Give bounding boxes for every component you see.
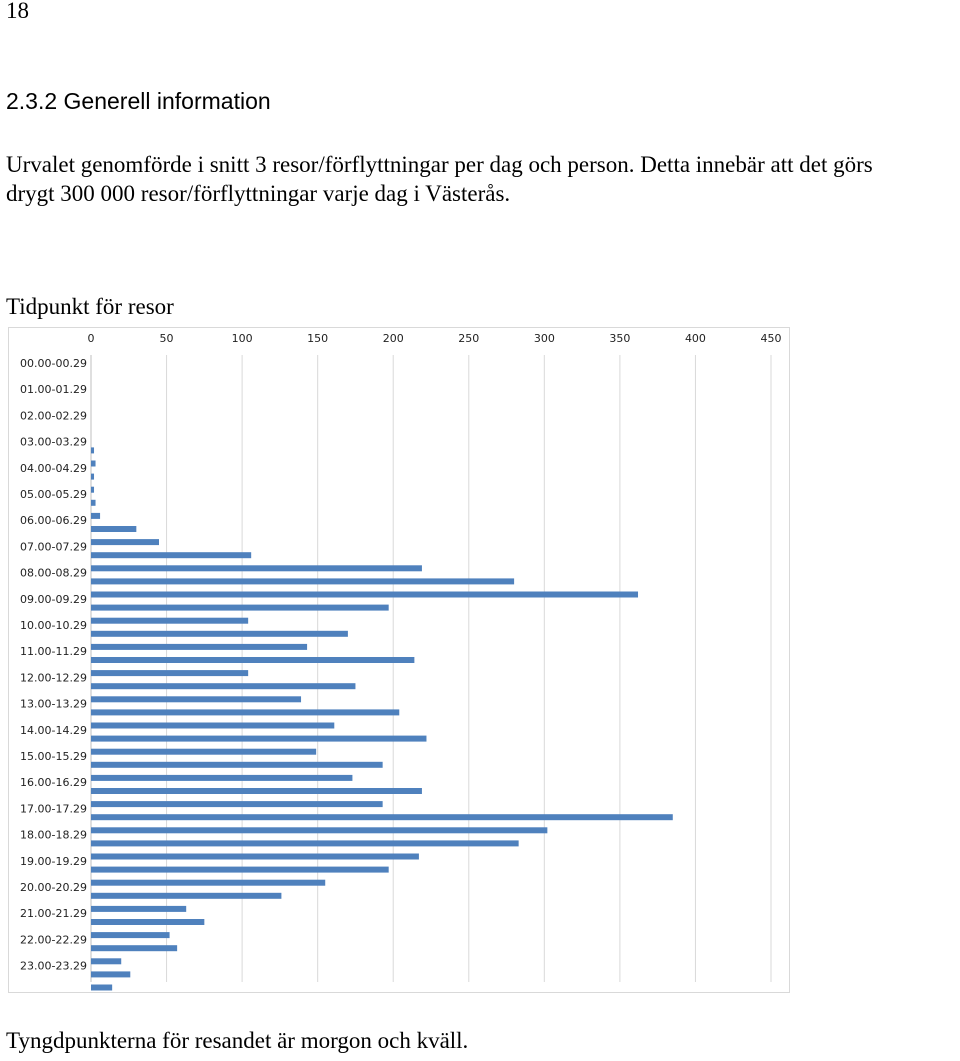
x-tick-label: 400 <box>685 332 706 345</box>
category-label: 10.00-10.29 <box>20 619 87 632</box>
category-label: 22.00-22.29 <box>20 933 87 946</box>
category-label: 07.00-07.29 <box>20 540 87 553</box>
intro-line-2: drygt 300 000 resor/förflyttningar varje… <box>6 181 511 206</box>
x-tick-label: 50 <box>160 332 174 345</box>
bar <box>91 526 137 532</box>
bar <box>91 932 170 939</box>
bar <box>91 670 249 677</box>
category-label: 11.00-11.29 <box>20 645 87 658</box>
category-label: 01.00-01.29 <box>20 383 87 396</box>
bar <box>91 945 178 952</box>
bar <box>91 774 353 781</box>
intro-paragraph: Urvalet genomförde i snitt 3 resor/förfl… <box>6 150 956 208</box>
section-heading: 2.3.2 Generell information <box>6 88 271 114</box>
bar <box>91 919 205 925</box>
bar <box>91 617 249 624</box>
category-label: 05.00-05.29 <box>20 488 87 501</box>
bar <box>91 709 400 716</box>
bar <box>91 735 427 742</box>
bar <box>91 447 95 454</box>
category-label: 20.00-20.29 <box>20 881 87 894</box>
x-tick-label: 100 <box>232 332 253 345</box>
bar <box>91 827 548 834</box>
category-label: 04.00-04.29 <box>20 462 87 475</box>
category-label: 17.00-17.29 <box>20 802 87 815</box>
bar <box>91 853 419 860</box>
category-label: 13.00-13.29 <box>20 698 87 711</box>
bar <box>91 499 96 506</box>
bar <box>91 788 422 794</box>
bar <box>91 565 422 572</box>
bar <box>91 486 95 493</box>
bar <box>91 722 335 729</box>
category-label: 16.00-16.29 <box>20 776 87 789</box>
bar <box>91 604 389 611</box>
chart-area: 0 50 100 150 200 250 300 350 400 450 00.00-00.29 01… <box>8 327 790 993</box>
category-label: 18.00-18.29 <box>20 829 87 842</box>
category-label: 15.00-15.29 <box>20 750 87 763</box>
bar <box>91 657 415 663</box>
bar <box>91 578 515 585</box>
bar <box>91 591 639 598</box>
category-label: 19.00-19.29 <box>20 855 87 868</box>
bar <box>91 801 383 808</box>
bar <box>91 748 317 755</box>
x-tick-label: 300 <box>534 332 555 345</box>
bar <box>91 761 383 768</box>
bar <box>91 958 122 965</box>
bar <box>91 473 95 480</box>
bar <box>91 971 131 978</box>
category-label: 21.00-21.29 <box>20 907 87 920</box>
category-label: 12.00-12.29 <box>20 671 87 684</box>
bar <box>91 984 113 991</box>
x-tick-label: 0 <box>88 332 95 345</box>
bar <box>91 840 519 847</box>
x-tick-label: 450 <box>761 332 782 345</box>
bar <box>91 539 159 546</box>
bar <box>91 630 348 637</box>
intro-line-1: Urvalet genomförde i snitt 3 resor/förfl… <box>6 152 873 177</box>
bar <box>91 696 302 703</box>
x-tick-label: 150 <box>307 332 328 345</box>
category-label: 00.00-00.29 <box>20 357 87 370</box>
bar <box>91 683 356 690</box>
x-tick-label: 350 <box>609 332 630 345</box>
category-label: 09.00-09.29 <box>20 593 87 606</box>
bar <box>91 552 252 559</box>
bar <box>91 460 96 467</box>
category-label: 06.00-06.29 <box>20 514 87 527</box>
bar <box>91 512 101 519</box>
trip-time-bar-chart: 0 50 100 150 200 250 300 350 400 450 00.00-00.29 01… <box>20 332 782 991</box>
bar <box>91 643 308 650</box>
category-label: 14.00-14.29 <box>20 724 87 737</box>
chart-heading: Tidpunkt för resor <box>6 294 174 319</box>
bar <box>91 905 187 912</box>
category-label: 02.00-02.29 <box>20 409 87 422</box>
page-number: 18 <box>6 0 29 23</box>
category-label: 03.00-03.29 <box>20 436 87 449</box>
category-label: 23.00-23.29 <box>20 960 87 973</box>
x-tick-label: 250 <box>458 332 479 345</box>
category-label: 08.00-08.29 <box>20 567 87 580</box>
conclusion-text: Tyngdpunkterna för resandet är morgon oc… <box>6 1028 469 1053</box>
bar <box>91 892 282 899</box>
bar <box>91 866 389 873</box>
bar <box>91 879 326 886</box>
bar <box>91 814 673 821</box>
x-tick-label: 200 <box>383 332 404 345</box>
